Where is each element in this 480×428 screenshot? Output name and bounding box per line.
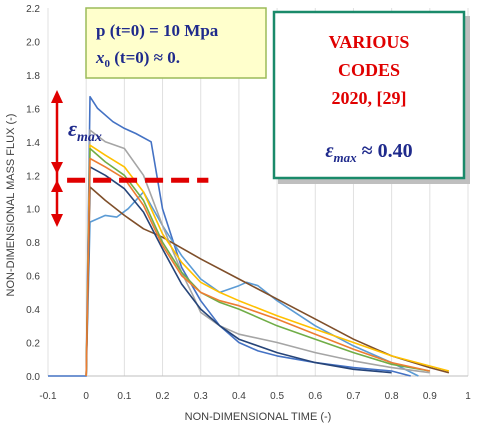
epsilon-max-arrow-label: εmax [68,116,102,145]
x-axis-title: NON-DIMENSIONAL TIME (-) [185,411,332,423]
y-tick-3: 0.6 [26,272,40,283]
y-tick-9: 1.8 [26,71,40,82]
series-line-2 [85,186,450,377]
y-tick-6: 1.2 [26,171,40,182]
epsilon-max-value: εmax ≈ 0.40 [325,140,412,165]
x-tick-11: 1 [465,391,471,402]
x-tick-7: 0.6 [308,391,322,402]
x-tick-3: 0.2 [156,391,170,402]
arrow-head-top [51,90,63,103]
series-line-6 [85,166,392,377]
x-tick-8: 0.7 [347,391,361,402]
x-tick-4: 0.3 [194,391,208,402]
arrow-head-up-mid [51,162,63,174]
y-axis-title: NON-DIMENSIONAL MASS FLUX (-) [5,114,17,297]
codes-box [272,10,466,180]
y-tick-1: 0.2 [26,339,40,350]
y-tick-8: 1.6 [26,104,40,115]
x-tick-2: 0.1 [117,391,131,402]
conditions-line2: x0 (t=0) ≈ 0. [95,48,180,70]
codes-line1: VARIOUS [329,32,410,52]
arrow-head-bottom [51,214,63,227]
y-tick-5: 1.0 [26,205,40,216]
arrow-head-down-mid [51,180,63,192]
y-tick-10: 2.0 [26,37,40,48]
series-line-4 [85,144,450,377]
codes-line3: 2020, [29] [332,88,407,108]
series-line-7 [85,157,430,377]
conditions-box [85,7,267,79]
y-tick-11: 2.2 [26,4,40,15]
codes-line2: CODES [338,60,400,80]
y-tick-labels: 0.0 0.2 0.4 0.6 0.8 1.0 1.2 1.4 1.6 1.8 2.0 2.2 [26,4,40,383]
x-tick-10: 0.9 [423,391,437,402]
series-lines [48,95,450,377]
x-tick-9: 0.8 [385,391,399,402]
x-tick-6: 0.5 [270,391,284,402]
x-tick-5: 0.4 [232,391,246,402]
x-tick-1: 0 [83,391,89,402]
x-tick-labels: -0.1 0 0.1 0.2 0.3 0.4 0.5 0.6 0.7 0.8 0.9 1 [39,391,471,402]
y-tick-4: 0.8 [26,238,40,249]
epsilon-double-arrow [51,90,63,227]
series-line-1 [85,191,419,377]
y-tick-2: 0.4 [26,305,40,316]
x-tick-0: -0.1 [39,391,57,402]
y-tick-7: 1.4 [26,138,40,149]
conditions-line1: p (t=0) = 10 Mpa [96,21,219,40]
y-tick-0: 0.0 [26,372,40,383]
